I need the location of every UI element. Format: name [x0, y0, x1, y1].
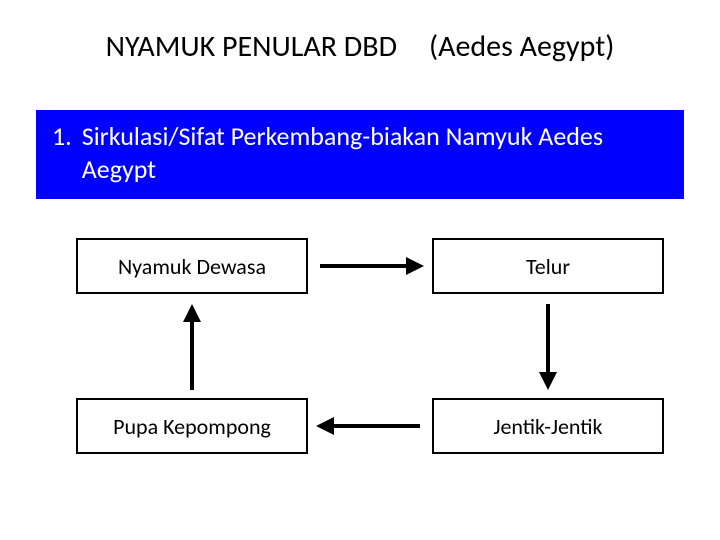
- title-right: (Aedes Aegypt): [429, 28, 614, 65]
- node-label: Nyamuk Dewasa: [118, 253, 266, 280]
- slide-title: NYAMUK PENULAR DBD (Aedes Aegypt): [0, 28, 720, 65]
- arrow-down-icon: [536, 302, 560, 392]
- node-label: Pupa Kepompong: [113, 413, 271, 440]
- node-nyamuk-dewasa: Nyamuk Dewasa: [76, 238, 308, 294]
- node-label: Jentik-Jentik: [493, 413, 602, 440]
- arrow-right-icon: [318, 254, 426, 278]
- node-telur: Telur: [432, 238, 664, 294]
- arrow-left-icon: [314, 414, 422, 438]
- subtitle-text: Sirkulasi/Sifat Perkembang-biakan Namyuk…: [82, 120, 668, 185]
- node-jentik: Jentik-Jentik: [432, 398, 664, 454]
- node-label: Telur: [526, 253, 570, 280]
- subtitle-box: 1. Sirkulasi/Sifat Perkembang-biakan Nam…: [36, 110, 684, 199]
- title-left: NYAMUK PENULAR DBD: [106, 28, 397, 65]
- subtitle-number: 1.: [52, 120, 72, 152]
- arrow-up-icon: [180, 302, 204, 392]
- node-pupa: Pupa Kepompong: [76, 398, 308, 454]
